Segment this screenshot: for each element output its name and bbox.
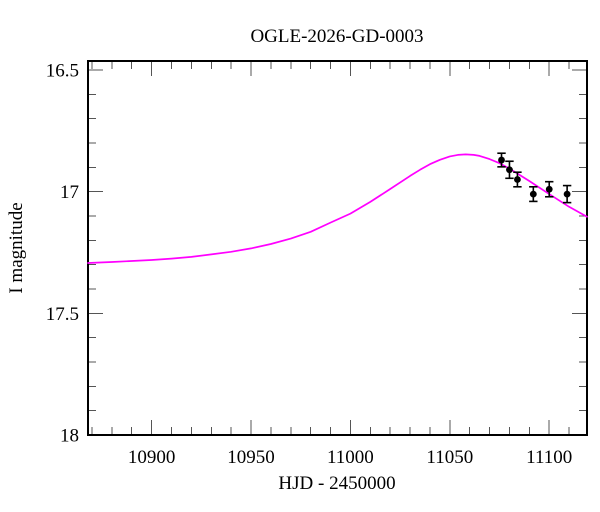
plot-frame-rect	[87, 60, 588, 436]
x-tick-label: 10900	[128, 447, 176, 468]
data-point-group	[545, 180, 554, 198]
data-point	[529, 190, 537, 198]
data-point	[514, 176, 521, 183]
data-point	[563, 190, 571, 198]
chart-title: OGLE-2026-GD-0003	[250, 26, 423, 47]
model-curve-path	[87, 153, 588, 264]
plot-frame	[87, 60, 588, 436]
y-tick-label: 16.5	[46, 61, 79, 82]
x-tick-label: 11000	[327, 447, 374, 468]
y-tick-label: 18	[60, 426, 79, 447]
data-point-group	[497, 152, 506, 168]
x-tick-label: 11050	[426, 447, 473, 468]
x-tick-label: 10950	[227, 447, 275, 468]
data-points	[497, 152, 572, 204]
data-point	[545, 185, 553, 193]
tick-labels: 10900 10950 11000 11050 11100 16.5 17 17.5 18	[46, 61, 573, 468]
data-point-group	[562, 184, 572, 204]
data-point-group	[529, 186, 538, 203]
model-curve	[87, 153, 588, 264]
y-axis-label: I magnitude	[6, 202, 27, 293]
data-point-group	[505, 160, 514, 180]
axis-ticks	[88, 61, 587, 436]
x-tick-label: 11100	[526, 447, 572, 468]
y-tick-label: 17.5	[46, 304, 79, 325]
data-point	[498, 156, 505, 164]
data-point	[506, 166, 513, 174]
y-tick-label: 17	[60, 182, 79, 203]
data-point-group	[513, 171, 522, 188]
x-axis-label: HJD - 2450000	[278, 473, 395, 494]
